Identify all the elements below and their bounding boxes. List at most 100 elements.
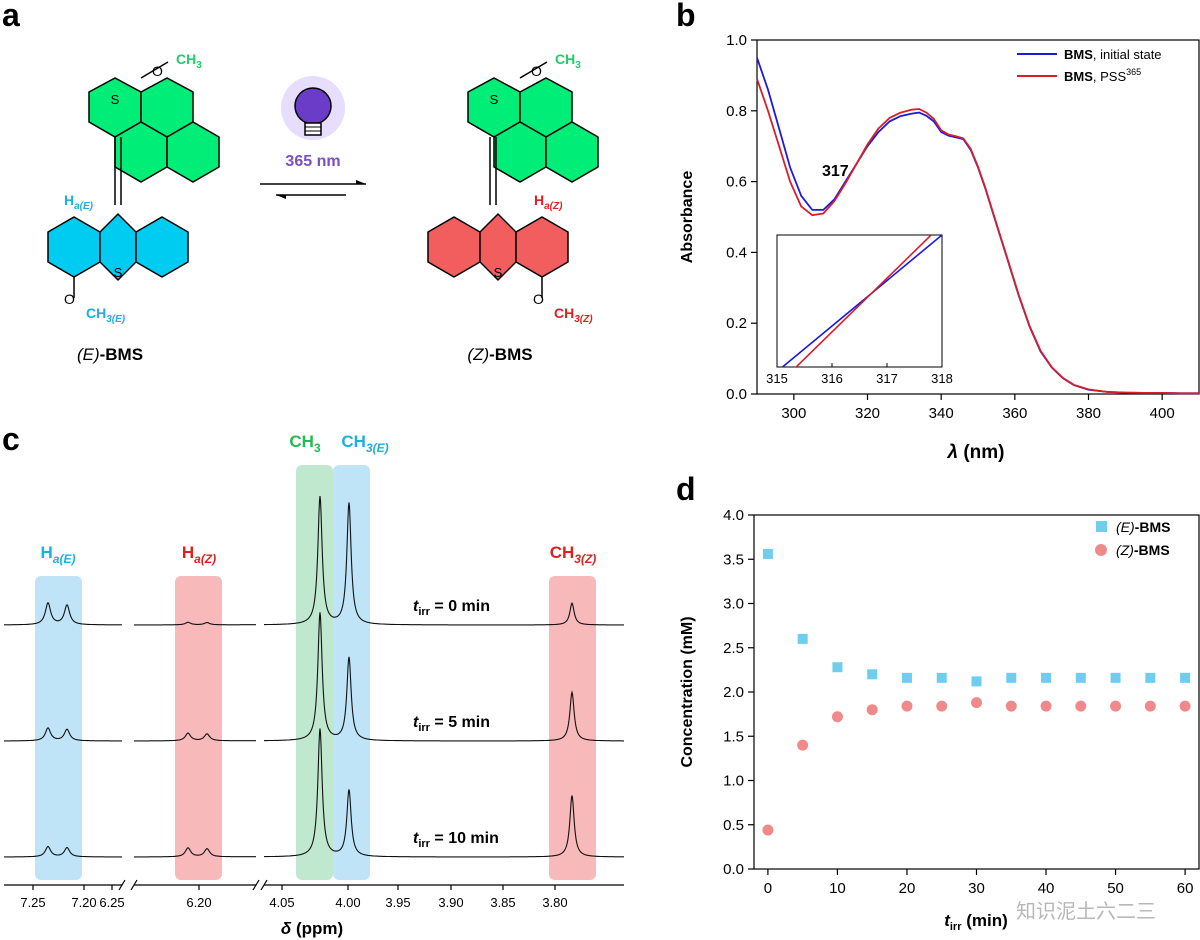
d-point-e (1145, 672, 1156, 683)
e-ch3-label: CH3 (176, 51, 202, 71)
d-point-z (1179, 700, 1191, 712)
d-x-tick-label: 30 (968, 880, 985, 897)
d-point-z (797, 739, 809, 751)
c-x-tick-label: 6.25 (99, 895, 124, 910)
d-point-z (1005, 700, 1017, 712)
c-nmr-trace-3 (4, 845, 122, 858)
c-highlight-label: CH3 (289, 432, 321, 455)
c-axis-break (252, 879, 260, 891)
c-x-tick-label: 3.95 (385, 895, 410, 910)
d-point-z (762, 824, 774, 836)
d-point-z (1040, 700, 1052, 712)
c-nmr-trace-3 (134, 847, 256, 858)
d-point-e (1041, 672, 1052, 683)
z-bms-structure (427, 61, 599, 298)
z-ha-label: Ha(Z) (534, 192, 563, 212)
d-legend-marker-e (1096, 521, 1107, 532)
e-ha-label: Ha(E) (64, 192, 94, 212)
d-point-z (1110, 700, 1122, 712)
c-highlight-band (35, 576, 82, 880)
d-y-tick-label: 1.5 (723, 728, 744, 745)
d-point-e (1110, 672, 1121, 683)
e-oxygen2-label: O (64, 291, 75, 307)
b-x-tick-label: 400 (1150, 405, 1175, 422)
c-highlight-band (175, 576, 222, 880)
z-oxygen-label: O (531, 63, 542, 79)
d-point-z (901, 700, 913, 712)
photoswitch-scheme: S S O CH3 Ha(E) O CH3(E) (E)-BMS 365 nm (47, 51, 599, 364)
equilibrium-arrows-icon (260, 180, 366, 199)
c-axis-break (118, 879, 126, 891)
d-y-tick-label: 2.0 (723, 684, 744, 701)
panel-label-b: b (676, 0, 696, 33)
d-plot-frame (753, 514, 1200, 870)
d-y-axis-label: Concentration (mM) (679, 616, 696, 767)
d-point-e (936, 672, 947, 683)
absorbance-chart: 0.0 0.2 0.4 0.6 0.8 1.0 300 320 340 360 380 400 31… (679, 32, 1200, 463)
c-highlight-band (549, 576, 596, 880)
b-legend: BMS, initial state BMS, PSS365 (1017, 47, 1162, 84)
d-point-e (1075, 672, 1086, 683)
b-y-tick-label: 1.0 (726, 32, 747, 49)
c-nmr-trace-2 (134, 732, 256, 742)
e-bms-structure (47, 61, 220, 298)
b-inset-line-1 (781, 235, 942, 367)
d-legend-marker-z (1095, 544, 1107, 556)
b-y-axis-label: Absorbance (679, 171, 696, 264)
b-x-tick-label: 300 (781, 405, 806, 422)
d-legend: (E)-BMS (Z)-BMS (1095, 519, 1170, 558)
b-legend-series-1: BMS, initial state (1064, 47, 1162, 62)
d-y-tick-label: 4.0 (723, 507, 744, 524)
e-sulfur-label: S (111, 92, 120, 107)
d-point-z (1075, 700, 1087, 712)
z-ch3-label: CH3 (555, 51, 581, 71)
d-x-tick-label: 20 (899, 880, 916, 897)
c-trace-label-2: tirr = 5 min (413, 714, 490, 734)
d-point-e (867, 669, 878, 680)
b-y-tick-label: 0.2 (726, 315, 747, 332)
c-x-tick-label: 4.05 (269, 895, 294, 910)
c-highlight-label: CH3(E) (341, 432, 388, 455)
c-x-tick-label: 3.85 (490, 895, 515, 910)
b-inset-line-2 (794, 235, 933, 367)
b-y-tick-label: 0.8 (726, 103, 747, 120)
panel-label-d: d (676, 471, 696, 507)
c-highlight-label: Ha(E) (41, 543, 76, 566)
c-x-tick-label: 3.90 (438, 895, 463, 910)
d-y-tick-label: 3.0 (723, 596, 744, 613)
b-y-tick-label: 0.0 (726, 386, 747, 403)
c-highlight-label: Ha(Z) (182, 543, 216, 566)
b-inset-tick-label: 316 (821, 371, 843, 386)
c-highlight-band (333, 465, 370, 880)
b-y-tick-label: 0.4 (726, 244, 747, 261)
concentration-chart: 0.0 0.5 1.0 1.5 2.0 2.5 3.0 3.5 4.0 0 10 20 30 40 50 6… (679, 507, 1200, 933)
c-nmr-trace-1 (4, 601, 122, 626)
c-trace-label-3: tirr = 10 min (413, 830, 499, 850)
c-axis-break (260, 879, 268, 891)
b-x-tick-label: 360 (1002, 405, 1027, 422)
c-x-tick-label: 7.25 (20, 895, 45, 910)
d-point-e (1006, 672, 1017, 683)
b-x-axis-label: λ (nm) (946, 442, 1004, 463)
d-x-tick-label: 40 (1038, 880, 1055, 897)
z-sulfur-label-2: S (494, 265, 503, 280)
c-nmr-trace-2 (264, 612, 624, 742)
panel-label-c: c (2, 421, 20, 457)
d-point-e (1180, 672, 1191, 683)
z-sulfur-label: S (490, 92, 499, 107)
d-y-tick-label: 3.5 (723, 551, 744, 568)
c-highlight-band (296, 465, 333, 880)
d-x-tick-label: 10 (829, 880, 846, 897)
z-och3-label: CH3(Z) (554, 305, 593, 325)
c-highlight-label: CH3(Z) (550, 543, 597, 566)
b-annotation-317: 317 (822, 163, 849, 180)
b-inset-tick-label: 317 (876, 371, 898, 386)
c-nmr-trace-1 (264, 495, 624, 626)
panel-label-a: a (2, 0, 20, 33)
watermark: 知识泥土六二三 (1016, 900, 1156, 923)
c-axis-break (130, 879, 138, 891)
c-x-tick-label: 3.80 (542, 895, 567, 910)
d-y-tick-label: 0.0 (723, 861, 744, 878)
d-x-tick-label: 0 (764, 880, 772, 897)
